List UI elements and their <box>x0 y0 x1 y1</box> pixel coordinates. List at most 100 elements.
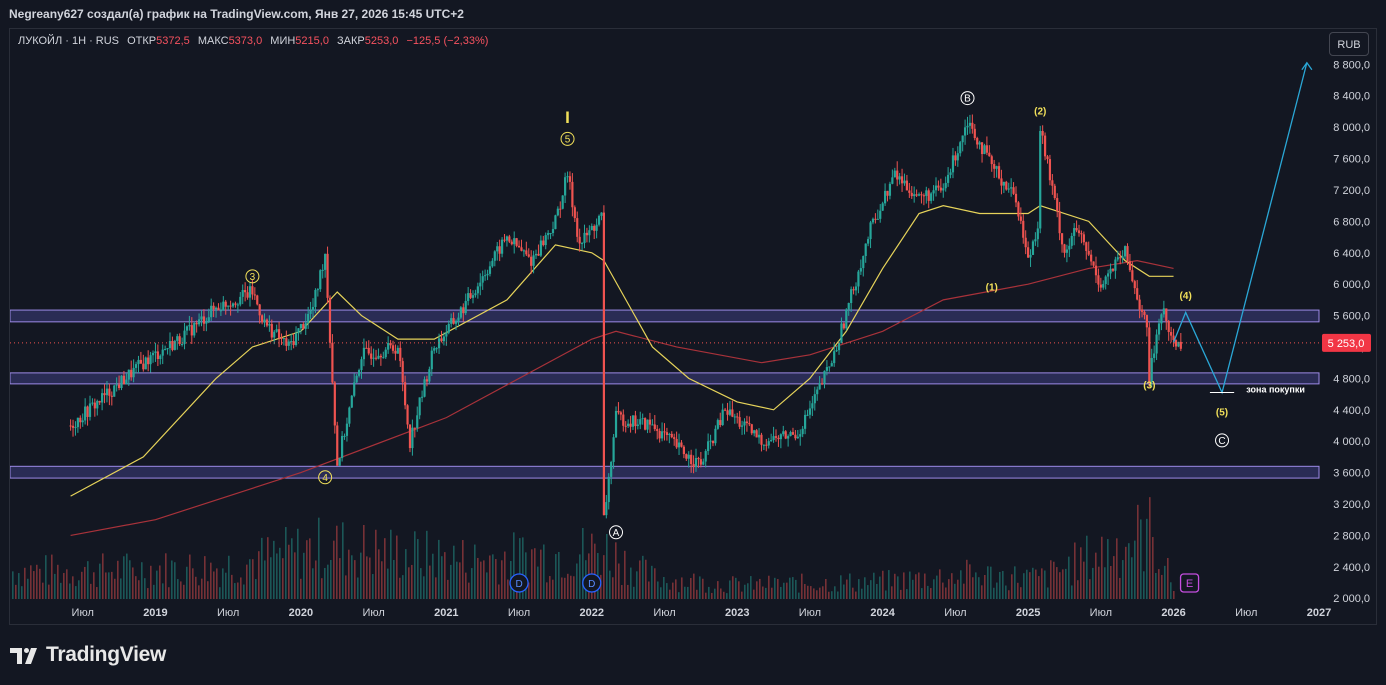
x-tick-label: Июл <box>944 607 966 619</box>
volume-bar <box>705 592 707 599</box>
volume-bar <box>360 552 362 599</box>
volume-bar <box>921 588 923 599</box>
y-tick-label: 2 800,0 <box>1333 530 1370 542</box>
candle-body <box>425 379 429 382</box>
candle-body <box>1082 234 1085 243</box>
candle-body <box>714 428 717 444</box>
volume-bar <box>681 577 683 599</box>
dividend-marker-text: D <box>588 579 595 590</box>
volume-bar <box>288 544 290 599</box>
volume-bar <box>1011 574 1013 599</box>
candle-body <box>854 286 858 291</box>
volume-bar <box>759 578 761 599</box>
candle-body <box>1024 237 1027 248</box>
volume-bar <box>1083 561 1085 599</box>
currency-button[interactable]: RUB <box>1329 32 1369 56</box>
candle-body <box>673 437 676 439</box>
candle-body <box>1087 250 1090 255</box>
volume-bar <box>153 584 155 599</box>
candle-body <box>983 145 986 155</box>
candle-body <box>384 349 387 358</box>
candle-body <box>423 379 426 397</box>
candle-body <box>498 246 501 254</box>
candle-body <box>733 416 736 418</box>
volume-bar <box>699 576 701 599</box>
volume-bar <box>693 573 695 599</box>
candle-body <box>299 324 302 329</box>
volume-bar <box>105 572 107 599</box>
wave-label-text: (5) <box>1216 407 1228 418</box>
candle-body <box>503 239 506 241</box>
candle-body <box>479 282 482 287</box>
candle-body <box>973 128 976 139</box>
candle-body <box>168 340 172 349</box>
wave-label-text: зона покупки <box>1246 385 1305 395</box>
volume-bar <box>546 582 548 599</box>
candle-body <box>500 239 504 254</box>
volume-bar <box>387 568 389 599</box>
earnings-marker-0: E <box>1179 573 1200 593</box>
volume-bar <box>30 565 32 599</box>
candle-body <box>937 185 940 188</box>
volume-bar <box>630 567 632 599</box>
volume-bar <box>969 564 971 599</box>
volume-bar <box>1167 558 1169 599</box>
candle-body <box>1097 275 1100 285</box>
candle-body <box>1012 187 1015 194</box>
volume-bar <box>1086 535 1088 599</box>
candle-body <box>525 250 528 255</box>
candle-body <box>641 418 644 420</box>
volume-bar <box>822 586 824 599</box>
candle-body <box>86 406 89 417</box>
volume-bar <box>93 572 95 599</box>
volume-bar <box>675 579 677 599</box>
x-tick-label: Июл <box>1090 607 1112 619</box>
candle-body <box>648 419 652 425</box>
wave-label-text: C <box>1218 436 1225 447</box>
volume-bar <box>744 584 746 599</box>
candle-body <box>178 336 181 345</box>
volume-bar <box>813 588 815 599</box>
candle-body <box>420 396 424 398</box>
candle-body <box>556 208 559 216</box>
volume-bar <box>90 583 92 599</box>
candle-body <box>808 408 812 415</box>
volume-bar <box>78 580 80 599</box>
candle-body <box>127 369 130 380</box>
volume-bar <box>795 579 797 599</box>
candle-body <box>147 357 150 365</box>
volume-bar <box>168 587 170 599</box>
volume-bar <box>825 579 827 599</box>
volume-bar <box>1164 565 1166 599</box>
volume-bar <box>1047 587 1049 599</box>
candle-body <box>471 295 475 298</box>
volume-bar <box>600 574 602 599</box>
volume-bar <box>636 571 638 599</box>
volume-bar <box>540 549 542 599</box>
volume-bar <box>894 573 896 599</box>
candle-body <box>925 190 928 196</box>
candle-body <box>668 433 671 435</box>
volume-bar <box>714 588 716 599</box>
wave-label-1: 3 <box>245 269 260 284</box>
x-tick-label: 2024 <box>870 607 895 619</box>
candle-body <box>561 195 564 209</box>
candle-body <box>197 319 201 325</box>
candle-body <box>527 254 530 257</box>
volume-bar <box>501 560 503 599</box>
candle-body <box>280 338 283 340</box>
volume-bar <box>333 540 335 599</box>
candle-body <box>580 243 584 245</box>
candle-body <box>740 425 744 427</box>
candle-body <box>193 322 196 336</box>
wave-label-3: I <box>565 108 570 127</box>
volume-bar <box>21 586 23 599</box>
volume-bar <box>192 568 194 599</box>
volume-bar <box>378 549 380 599</box>
candle-body <box>96 400 99 409</box>
low-value: 5215,0 <box>295 35 329 47</box>
volume-bar <box>432 553 434 599</box>
volume-bar <box>606 534 608 599</box>
